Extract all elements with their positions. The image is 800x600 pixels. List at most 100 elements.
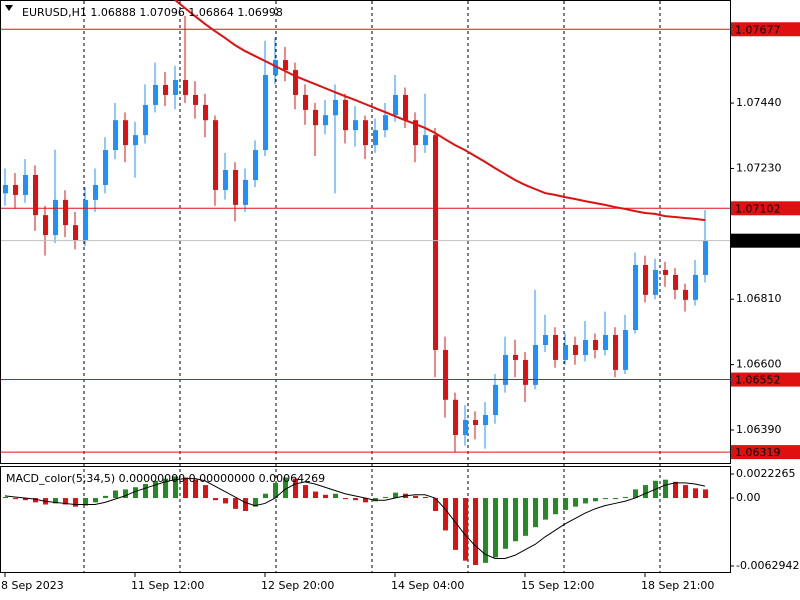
macd-bar [93, 498, 98, 503]
candle-body [163, 85, 168, 95]
candle-body [193, 94, 198, 105]
macd-bar [443, 498, 448, 531]
macd-bar [523, 498, 528, 536]
macd-bar [493, 498, 498, 558]
macd-bar [33, 498, 38, 503]
macd-bar [703, 489, 708, 499]
macd-bar [543, 498, 548, 520]
candle-body [563, 344, 568, 360]
candle-body [613, 335, 618, 370]
candle-body [253, 150, 258, 180]
candle-body [13, 184, 18, 195]
macd-bar [163, 478, 168, 499]
candle-body [573, 344, 578, 355]
x-tick-label: 15 Sep 12:00 [521, 579, 594, 592]
candle-body [173, 80, 178, 95]
x-tick-label: 14 Sep 04:00 [391, 579, 464, 592]
candle-body [403, 94, 408, 121]
macd-bar [583, 498, 588, 504]
macd-bar [273, 482, 278, 499]
level-label: 1.07677 [735, 23, 781, 36]
candle-body [703, 240, 708, 275]
candle-body [453, 399, 458, 435]
macd-bar [193, 479, 198, 499]
macd-bar [533, 498, 538, 528]
candle-body [603, 335, 608, 350]
candle-body [143, 104, 148, 136]
menu-triangle[interactable] [5, 5, 13, 11]
y-tick-label: 1.06600 [736, 358, 782, 371]
price-pane-border [0, 0, 731, 464]
macd-bar [13, 498, 18, 500]
macd-bar [573, 498, 578, 507]
candle-body [273, 60, 278, 76]
candle-body [123, 120, 128, 146]
level-label: 1.06319 [735, 446, 781, 459]
candle-body [113, 120, 118, 151]
y2-tick-label: -0.0062942 [736, 559, 799, 572]
macd-bar [53, 498, 58, 504]
macd-bar [123, 489, 128, 499]
macd-bar [683, 485, 688, 499]
candle-body [263, 75, 268, 151]
macd-bar [323, 494, 328, 499]
candle-body [463, 420, 468, 435]
candle-body [413, 120, 418, 146]
macd-bar [553, 498, 558, 515]
macd-bar [353, 498, 358, 501]
candle-body [503, 354, 508, 385]
macd-bar [423, 496, 428, 499]
macd-bar [183, 477, 188, 499]
macd-bar [673, 481, 678, 499]
macd-bar [253, 498, 258, 507]
y-tick-label: 1.06810 [736, 292, 782, 305]
candle-body [153, 85, 158, 105]
x-tick-label: 11 Sep 12:00 [131, 579, 204, 592]
level-label-box [731, 201, 800, 216]
chart-title: EURUSD,H1 1.06888 1.07096 1.06864 1.0699… [22, 6, 283, 19]
candle-body [183, 80, 188, 95]
level-label-box [731, 22, 800, 37]
macd-bar [393, 492, 398, 499]
candle-body [653, 269, 658, 295]
macd-bar [483, 498, 488, 563]
y-tick-label: 1.06390 [736, 423, 782, 436]
macd-bar [373, 498, 378, 502]
candle-body [533, 344, 538, 385]
candle-body [423, 135, 428, 146]
time-grid [83, 1, 661, 572]
candle-body [593, 340, 598, 350]
macd-bar [223, 498, 228, 504]
macd-bar [263, 493, 268, 499]
macd-bar [593, 498, 598, 502]
macd-bar [303, 485, 308, 499]
candle-body [313, 109, 318, 126]
macd-bar [173, 476, 178, 499]
macd-bar [563, 498, 568, 510]
macd-bar [103, 495, 108, 499]
candle-body [543, 335, 548, 345]
y-tick-label: 1.07440 [736, 96, 782, 109]
macd-bar [633, 489, 638, 499]
macd-bar [313, 491, 318, 499]
macd-bar [433, 498, 438, 511]
candle-body [643, 264, 648, 295]
candle-body [683, 289, 688, 300]
macd-bar [503, 498, 508, 549]
macd-bar [473, 498, 478, 565]
macd-bar [113, 490, 118, 499]
macd-bar [413, 495, 418, 499]
macd-bar [463, 498, 468, 561]
candle-body [283, 60, 288, 71]
macd-bar [663, 479, 668, 499]
candle-body [3, 184, 8, 194]
candle-body [363, 120, 368, 146]
candle-body [33, 174, 38, 216]
y2-tick-label: 0.0022265 [736, 467, 796, 480]
level-label: 1.07102 [735, 202, 781, 215]
candle-body [73, 225, 78, 241]
macd-bar [3, 496, 8, 499]
macd-pane-border [0, 466, 731, 573]
macd-bar [243, 498, 248, 511]
